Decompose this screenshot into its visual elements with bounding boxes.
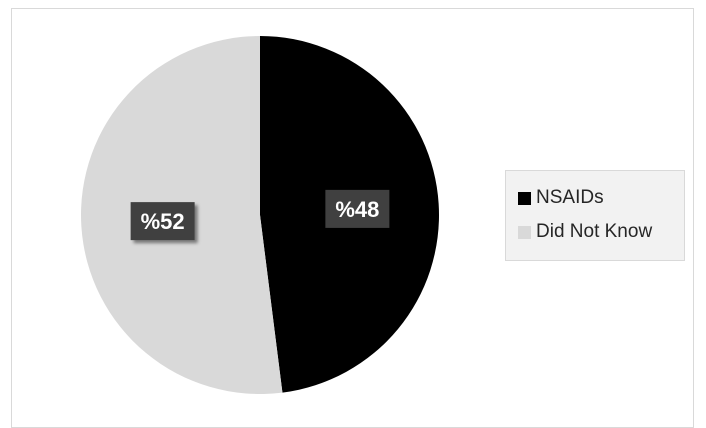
data-label-box <box>325 189 390 228</box>
legend-label-did-not-know: Did Not Know <box>536 221 653 242</box>
data-label-text: %48 <box>335 197 379 222</box>
legend-label-nsaids: NSAIDs <box>536 187 604 208</box>
data-label-did-not-know: %52 <box>130 202 195 241</box>
legend-item-nsaids: NSAIDs <box>518 181 684 215</box>
legend-swatch-did-not-know <box>518 225 531 239</box>
data-label-text: %52 <box>141 209 185 234</box>
legend-swatch-nsaids <box>518 191 531 205</box>
data-label-nsaids: %48 <box>325 189 390 228</box>
legend-item-did-not-know: Did Not Know <box>518 215 684 249</box>
data-label-box <box>130 202 195 241</box>
legend: NSAIDs Did Not Know <box>505 170 685 261</box>
